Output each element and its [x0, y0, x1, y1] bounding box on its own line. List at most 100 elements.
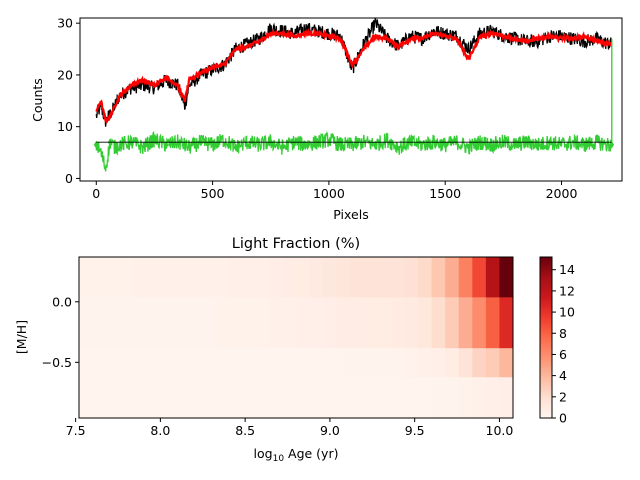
heatmap-cell [106, 296, 121, 349]
heatmap-cell [377, 296, 392, 349]
residual-marker [372, 140, 378, 149]
colorbar-gradient [539, 256, 553, 419]
series-line-observed-spectrum [95, 18, 612, 127]
heatmap-cell [499, 257, 513, 298]
residual-marker [442, 140, 448, 149]
heatmap-cell [79, 257, 93, 298]
heatmap-cell [214, 296, 229, 349]
heatmap-cell [309, 257, 324, 298]
heatmap-cell [296, 257, 310, 298]
heatmap-cell [241, 376, 256, 418]
heatmap-cell [201, 347, 216, 378]
heatmap-cell [390, 296, 405, 349]
heatmap-cells [79, 257, 513, 418]
x-tick-label: 9.0 [320, 423, 340, 438]
heatmap-cell [485, 347, 500, 378]
heatmap-cell [228, 296, 243, 349]
heatmap-cell [472, 257, 487, 298]
heatmap-cell [445, 296, 460, 349]
heatmap-cell [431, 257, 446, 298]
series-line-model-fit [95, 27, 613, 124]
colorbar-tick-label: 0 [559, 411, 567, 426]
heatmap-cell [323, 347, 338, 378]
heatmap-cell [404, 376, 419, 418]
heatmap-cell [201, 296, 216, 349]
heatmap-cell [458, 296, 473, 349]
heatmap-cell [390, 257, 405, 298]
heatmap-cell [255, 347, 270, 378]
heatmap-cell [201, 376, 216, 418]
heatmap-cell [336, 296, 351, 349]
heatmap-cell [431, 296, 446, 349]
series-line-residuals [95, 38, 613, 172]
colorbar-tick-label: 10 [559, 305, 575, 320]
residual-marker [512, 140, 518, 149]
heatmap-x-ticks: 7.5 8.0 8.5 9.0 9.5 10.0 [66, 418, 513, 438]
x-tick-label: 1500 [429, 186, 461, 201]
heatmap-cell [309, 376, 324, 418]
colorbar: 0 2 4 6 8 10 12 14 [539, 256, 575, 426]
heatmap-cell [377, 257, 392, 298]
heatmap-cell [336, 347, 351, 378]
heatmap-cell [499, 296, 513, 349]
heatmap-cell [146, 296, 161, 349]
x-tick-label: 8.0 [150, 423, 170, 438]
colorbar-tick-label: 4 [559, 368, 567, 383]
heatmap-cell [377, 376, 392, 418]
heatmap-cell [418, 347, 433, 378]
heatmap-cell [485, 376, 500, 418]
colorbar-tick-label: 8 [559, 326, 567, 341]
heatmap-cell [309, 347, 324, 378]
heatmap-cell [282, 296, 297, 349]
heatmap-cell [92, 257, 107, 298]
heatmap-cell [296, 347, 310, 378]
heatmap-cell [296, 296, 310, 349]
heatmap-cell [282, 347, 297, 378]
heatmap-cell [431, 347, 446, 378]
heatmap-cell [79, 296, 93, 349]
heatmap-cell [323, 257, 338, 298]
heatmap-cell [133, 376, 148, 418]
x-tick-label: 1000 [313, 186, 345, 201]
heatmap-y-axis-label: [M/H] [14, 320, 29, 354]
residual-marker [582, 140, 588, 149]
heatmap-cell [499, 376, 513, 418]
spectrum-axes-frame [79, 17, 623, 182]
heatmap-axes-frame [78, 256, 514, 419]
spectrum-chart: 0 500 1000 1500 2000 0 10 20 30 Pixels Counts [30, 16, 623, 222]
spectrum-y-axis-label: Counts [30, 78, 45, 122]
heatmap-cell [268, 296, 283, 349]
heatmap-cell [241, 347, 256, 378]
heatmap-cell [445, 376, 460, 418]
heatmap-cell [268, 257, 283, 298]
residual-marker [609, 140, 615, 149]
heatmap-cell [458, 347, 473, 378]
heatmap-cell [363, 347, 378, 378]
heatmap-cell [173, 257, 188, 298]
y-tick-label: 0 [65, 171, 73, 186]
heatmap-cell [336, 376, 351, 418]
heatmap-cell [187, 296, 202, 349]
heatmap-cell [187, 347, 202, 378]
heatmap-cell [92, 296, 107, 349]
heatmap-cell [323, 376, 338, 418]
heatmap-title: Light Fraction (%) [232, 236, 360, 252]
heatmap-cell [404, 296, 419, 349]
heatmap-cell [92, 347, 107, 378]
heatmap-cell [241, 296, 256, 349]
heatmap-cell [214, 376, 229, 418]
heatmap-cell [146, 347, 161, 378]
heatmap-cell [146, 376, 161, 418]
heatmap-cell [119, 257, 134, 298]
heatmap-cell [133, 347, 148, 378]
heatmap-cell [282, 257, 297, 298]
heatmap-cell [268, 376, 283, 418]
heatmap-cell [445, 257, 460, 298]
heatmap-cell [160, 296, 175, 349]
spectrum-plot-area [93, 18, 615, 172]
heatmap-cell [187, 257, 202, 298]
heatmap-cell [119, 347, 134, 378]
heatmap-cell [350, 257, 365, 298]
heatmap-cell [499, 347, 513, 378]
